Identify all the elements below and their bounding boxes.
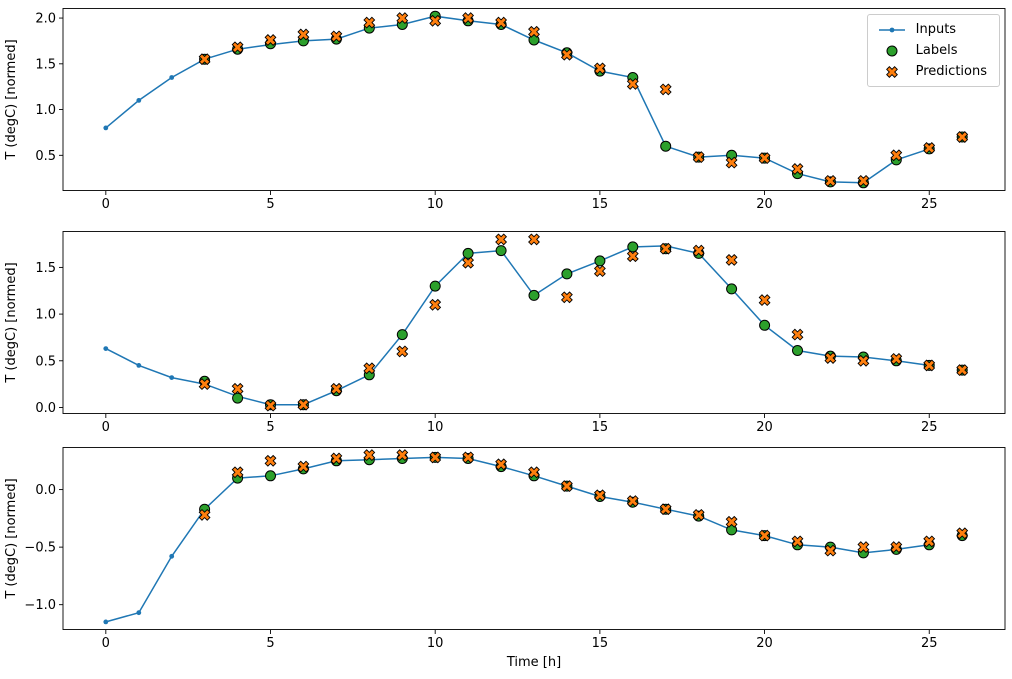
legend-label-inputs: Inputs [915, 22, 957, 37]
svg-text:−1.0: −1.0 [24, 598, 56, 613]
svg-text:1.5: 1.5 [35, 57, 56, 72]
subplot-1-canvas: 0 5 10 15 20 25 0.5 1.0 1.5 2.0 T (degC) [normed] [4, 8, 1006, 212]
legend: Inputs Labels Predictions [866, 14, 1000, 87]
svg-text:25: 25 [921, 636, 938, 651]
svg-text:1.0: 1.0 [35, 308, 56, 323]
svg-text:15: 15 [592, 197, 609, 212]
y-axis-label: T (degC) [normed] [4, 262, 19, 383]
svg-text:2.0: 2.0 [35, 12, 56, 27]
svg-text:25: 25 [921, 197, 938, 212]
svg-text:25: 25 [921, 420, 938, 435]
svg-text:5: 5 [266, 420, 274, 435]
x-ticks: 0 5 10 15 20 25 [102, 191, 938, 212]
y-axis-label: T (degC) [normed] [4, 39, 19, 160]
svg-text:1.5: 1.5 [35, 261, 56, 276]
svg-text:20: 20 [756, 636, 773, 651]
svg-text:5: 5 [266, 197, 274, 212]
predictions-marker-icon [885, 65, 898, 78]
x-ticks: 0 5 10 15 20 25 [102, 414, 938, 435]
subplot-1: 0 5 10 15 20 25 0.5 1.0 1.5 2.0 T (degC) [normed] [0, 8, 1012, 248]
svg-text:0: 0 [102, 420, 110, 435]
svg-text:10: 10 [427, 420, 444, 435]
svg-text:0.0: 0.0 [35, 483, 56, 498]
predictions-series [198, 12, 969, 187]
svg-text:10: 10 [427, 636, 444, 651]
svg-text:5: 5 [266, 636, 274, 651]
legend-label-labels: Labels [915, 43, 958, 58]
labels-marker-icon [886, 45, 898, 56]
svg-text:20: 20 [756, 197, 773, 212]
y-ticks: 0.0 0.5 1.0 1.5 [35, 261, 63, 416]
subplot-2: 0 5 10 15 20 25 0.0 0.5 1.0 1.5 T (degC) [normed] [0, 231, 1012, 471]
inputs-line-icon [878, 27, 905, 32]
svg-text:15: 15 [592, 420, 609, 435]
svg-text:0.0: 0.0 [35, 401, 56, 416]
legend-item-predictions: Predictions [877, 64, 987, 79]
svg-text:1.0: 1.0 [35, 103, 56, 118]
legend-label-predictions: Predictions [915, 64, 987, 79]
legend-item-inputs: Inputs [877, 22, 987, 37]
svg-text:−0.5: −0.5 [24, 541, 56, 556]
axes-frame [62, 231, 1006, 414]
subplot-3: 0 5 10 15 20 25 −1.0 −0.5 0.0 T (degC) [normed] Ti… [0, 447, 1012, 679]
x-ticks: 0 5 10 15 20 25 [102, 630, 938, 651]
y-axis-label: T (degC) [normed] [4, 478, 19, 599]
legend-item-labels: Labels [877, 43, 987, 58]
subplot-2-canvas: 0 5 10 15 20 25 0.0 0.5 1.0 1.5 T (degC) [normed] [4, 231, 1006, 435]
subplot-3-canvas: 0 5 10 15 20 25 −1.0 −0.5 0.0 T (degC) [normed] Ti… [4, 447, 1006, 670]
y-ticks: 0.5 1.0 1.5 2.0 [35, 12, 63, 164]
svg-text:0: 0 [102, 197, 110, 212]
svg-text:10: 10 [427, 197, 444, 212]
svg-text:15: 15 [592, 636, 609, 651]
x-axis-label: Time [h] [506, 655, 561, 670]
predictions-series [198, 233, 969, 412]
y-ticks: −1.0 −0.5 0.0 [24, 483, 63, 613]
svg-text:0.5: 0.5 [35, 354, 56, 369]
svg-text:20: 20 [756, 420, 773, 435]
predictions-series [198, 449, 969, 557]
svg-text:0: 0 [102, 636, 110, 651]
svg-text:0.5: 0.5 [35, 149, 56, 164]
